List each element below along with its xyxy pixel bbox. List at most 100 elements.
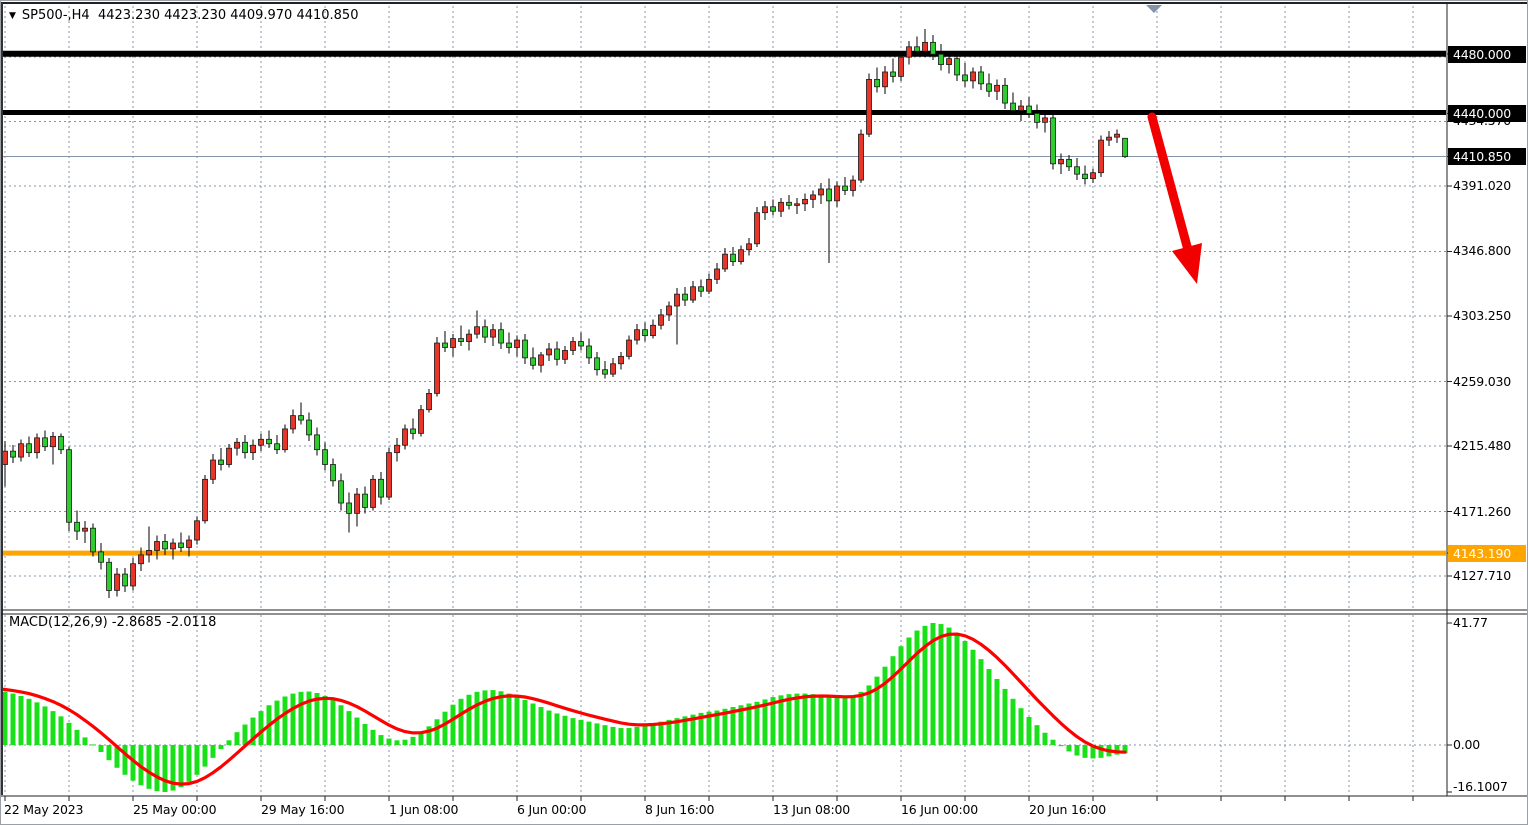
candle-up xyxy=(466,333,472,342)
macd-histogram-bar xyxy=(1010,698,1016,745)
candle-up xyxy=(194,520,200,541)
macd-histogram-bar xyxy=(706,711,712,745)
candle-up xyxy=(562,350,568,360)
macd-histogram-bar xyxy=(1090,745,1096,759)
candle-up xyxy=(18,443,24,458)
candle-up xyxy=(610,363,616,375)
candle-up xyxy=(570,341,576,351)
candle-up xyxy=(402,428,408,446)
candle-down xyxy=(266,438,272,445)
macd-histogram-bar xyxy=(474,691,480,745)
macd-histogram-bar xyxy=(234,732,240,745)
candle-up xyxy=(34,437,40,454)
candle-down xyxy=(930,41,936,55)
macd-histogram-bar xyxy=(330,700,336,745)
macd-histogram-bar xyxy=(282,696,288,745)
symbol-dropdown-icon[interactable]: ▼ xyxy=(9,11,16,21)
candle-up xyxy=(898,56,904,77)
candle-up xyxy=(2,450,8,465)
candle-down xyxy=(978,71,984,85)
macd-histogram-bar xyxy=(306,691,312,745)
macd-histogram-bar xyxy=(1050,739,1056,745)
candle-up xyxy=(538,354,544,366)
candle-down xyxy=(938,53,944,65)
candle-down xyxy=(530,357,536,366)
macd-histogram-bar xyxy=(538,707,544,745)
macd-histogram-bar xyxy=(82,737,88,745)
macd-histogram-bar xyxy=(1122,745,1128,754)
macd-histogram-bar xyxy=(690,714,696,745)
candle-up xyxy=(634,329,640,341)
macd-histogram-bar xyxy=(674,718,680,745)
candle-down xyxy=(66,449,72,523)
candle-down xyxy=(306,419,312,436)
macd-histogram-bar xyxy=(610,726,616,745)
macd-histogram-bar xyxy=(530,703,536,745)
macd-histogram-bar xyxy=(66,722,72,745)
candle-down xyxy=(498,329,504,344)
candle-up xyxy=(618,355,624,365)
macd-histogram-bar xyxy=(354,717,360,745)
candle-down xyxy=(378,478,384,498)
macd-histogram-bar xyxy=(970,649,976,745)
macd-histogram-bar xyxy=(114,745,120,768)
macd-histogram-bar xyxy=(762,699,768,745)
candle-up xyxy=(130,563,136,587)
macd-histogram-bar xyxy=(802,693,808,745)
candle-down xyxy=(218,459,224,465)
macd-histogram-bar xyxy=(634,726,640,745)
macd-histogram-bar xyxy=(794,693,800,745)
chart-shift-marker-icon[interactable] xyxy=(1146,5,1162,13)
macd-histogram-bar xyxy=(146,745,152,789)
macd-histogram-bar xyxy=(370,729,376,745)
time-tick-label: 8 Jun 16:00 xyxy=(645,802,715,817)
candle-up xyxy=(514,339,520,348)
macd-histogram-bar xyxy=(978,659,984,745)
candle-down xyxy=(74,521,80,532)
macd-histogram-bar xyxy=(18,695,24,745)
candle-up xyxy=(234,441,240,449)
candle-down xyxy=(42,437,48,448)
macd-histogram-bar xyxy=(874,676,880,745)
price-tick-label: 4171.260 xyxy=(1453,503,1512,519)
trend-arrow-head[interactable] xyxy=(1172,243,1202,284)
macd-histogram-bar xyxy=(722,708,728,745)
candle-down xyxy=(10,450,16,458)
time-tick-label: 29 May 16:00 xyxy=(261,802,345,817)
macd-histogram-bar xyxy=(210,745,216,758)
candle-up xyxy=(810,194,816,200)
candle-up xyxy=(354,493,360,514)
macd-histogram-bar xyxy=(586,721,592,745)
macd-histogram-bar xyxy=(1114,745,1120,755)
time-tick-label: 20 Jun 16:00 xyxy=(1029,802,1107,817)
candle-up xyxy=(282,428,288,451)
candle-up xyxy=(1042,117,1048,123)
macd-histogram-bar xyxy=(594,723,600,745)
candle-up xyxy=(1090,172,1096,180)
macd-histogram-bar xyxy=(826,696,832,745)
macd-histogram-bar xyxy=(418,732,424,745)
candle-up xyxy=(434,342,440,394)
macd-scale-label: 41.77 xyxy=(1453,614,1488,630)
candle-up xyxy=(50,435,56,448)
candle-down xyxy=(682,293,688,301)
macd-histogram-bar xyxy=(450,704,456,745)
trend-arrow-shaft[interactable] xyxy=(1147,112,1193,255)
macd-histogram-bar xyxy=(178,745,184,788)
macd-histogram-bar xyxy=(730,707,736,745)
macd-histogram-bar xyxy=(810,694,816,745)
candle-up xyxy=(394,444,400,454)
candle-down xyxy=(242,441,248,454)
macd-histogram-bar xyxy=(378,735,384,745)
macd-histogram-bar xyxy=(162,745,168,793)
macd-histogram-bar xyxy=(954,633,960,745)
candle-up xyxy=(1098,139,1104,174)
macd-histogram-bar xyxy=(1066,745,1072,752)
macd-histogram-bar xyxy=(866,685,872,745)
macd-histogram-bar xyxy=(50,711,56,745)
macd-histogram-bar xyxy=(226,740,232,745)
macd-histogram-bar xyxy=(666,719,672,745)
macd-histogram-bar xyxy=(402,739,408,745)
macd-histogram-bar xyxy=(34,702,40,745)
